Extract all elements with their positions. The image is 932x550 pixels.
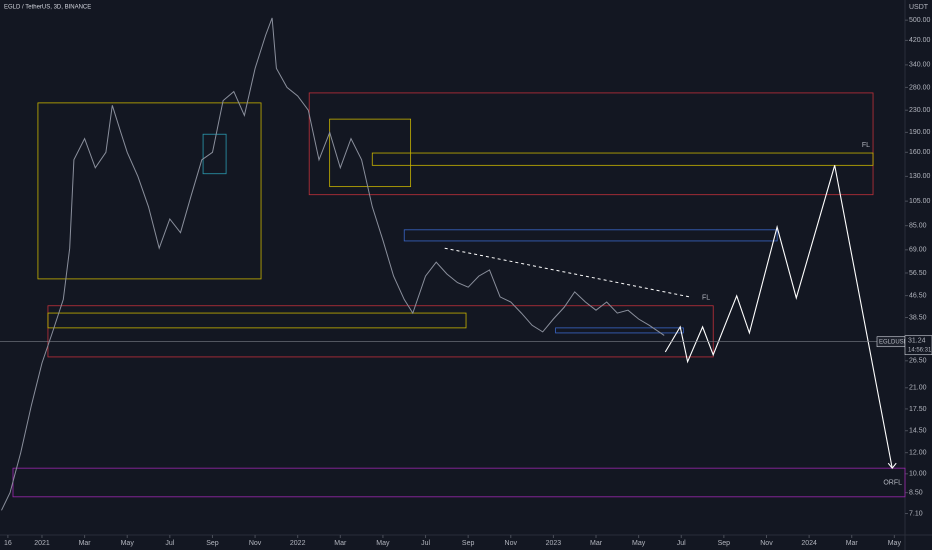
x-tick-label: 2021 <box>34 540 50 547</box>
y-tick-label: 56.50 <box>909 270 927 277</box>
x-tick-label: Nov <box>760 540 773 547</box>
y-tick-label: 14.50 <box>909 428 927 435</box>
x-tick-label: Nov <box>249 540 262 547</box>
chart-title: EGLD / TetherUS, 3D, BINANCE <box>4 5 91 11</box>
y-tick-label: 26.50 <box>909 358 927 365</box>
y-tick-label: 12.00 <box>909 450 927 457</box>
y-tick-label: 190.00 <box>909 129 931 136</box>
y-tick-label: 7.10 <box>909 510 923 517</box>
x-tick-label: 16 <box>4 540 12 547</box>
projection-line <box>664 165 893 469</box>
zone <box>202 133 227 175</box>
symbol-label: EGLDUSDT <box>879 339 912 345</box>
y-tick-label: 69.00 <box>909 247 927 254</box>
y-tick-label: 21.00 <box>909 385 927 392</box>
y-tick-label: 280.00 <box>909 84 931 91</box>
y-tick-label: 105.00 <box>909 198 931 205</box>
x-tick-label: Jul <box>677 540 686 547</box>
x-tick-label: Nov <box>505 540 518 547</box>
y-tick-label: 10.00 <box>909 471 927 478</box>
y-tick-label: 130.00 <box>909 173 931 180</box>
y-unit: USDT <box>909 4 929 11</box>
x-tick-label: Sep <box>462 540 475 547</box>
zone-label: ORFL <box>883 479 902 486</box>
y-tick-label: 8.50 <box>909 490 923 497</box>
y-tick-label: 17.50 <box>909 406 927 413</box>
x-tick-label: Mar <box>846 540 859 547</box>
x-tick-label: Sep <box>718 540 731 547</box>
x-tick-label: 2022 <box>290 540 306 547</box>
x-tick-label: Mar <box>590 540 603 547</box>
zone <box>308 92 874 196</box>
zone <box>47 305 714 358</box>
y-tick-label: 340.00 <box>909 62 931 69</box>
zone <box>47 312 467 329</box>
x-tick-label: Jul <box>165 540 174 547</box>
countdown-label: 14:56:31 <box>908 347 932 353</box>
y-tick-label: 160.00 <box>909 149 931 156</box>
zone-label: FL <box>862 142 870 149</box>
x-tick-label: Mar <box>79 540 92 547</box>
price-line <box>1 17 665 511</box>
arrow-head <box>887 462 897 470</box>
last-price-label: 31.24 <box>908 338 926 345</box>
zone <box>37 102 262 280</box>
x-tick-label: Sep <box>206 540 219 547</box>
x-tick-label: Mar <box>334 540 347 547</box>
x-tick-label: 2024 <box>801 540 817 547</box>
x-tick-label: Jul <box>421 540 430 547</box>
x-tick-label: May <box>376 540 390 547</box>
y-tick-label: 500.00 <box>909 17 931 24</box>
y-tick-label: 85.00 <box>909 222 927 229</box>
y-tick-label: 230.00 <box>909 107 931 114</box>
y-tick-label: 420.00 <box>909 37 931 44</box>
x-tick-label: May <box>888 540 902 547</box>
zone <box>371 152 874 166</box>
x-tick-label: May <box>121 540 135 547</box>
zone <box>403 229 778 242</box>
x-tick-label: May <box>632 540 646 547</box>
y-tick-label: 46.50 <box>909 292 927 299</box>
zone-label: FL <box>702 295 710 302</box>
zone <box>555 327 684 334</box>
x-tick-label: 2023 <box>546 540 562 547</box>
y-tick-label: 38.50 <box>909 314 927 321</box>
price-badge <box>904 335 932 356</box>
